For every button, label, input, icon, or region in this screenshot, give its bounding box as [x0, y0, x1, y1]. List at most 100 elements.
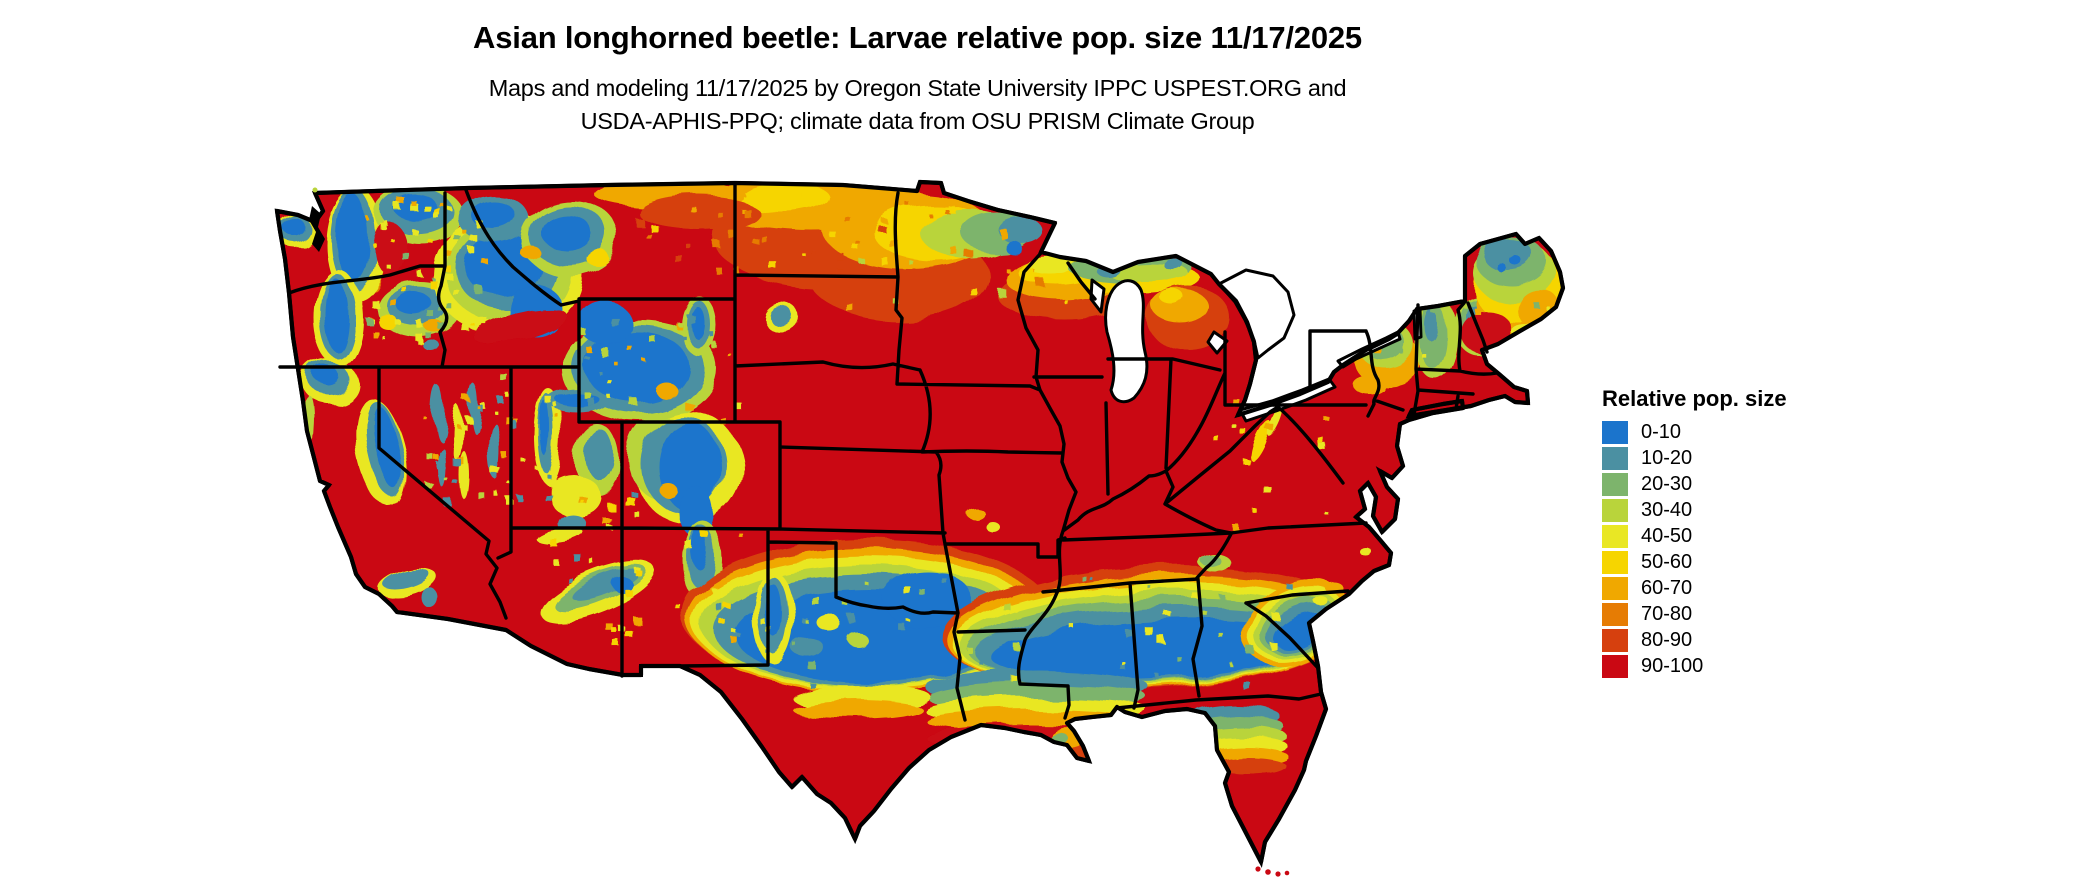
speckle	[1527, 359, 1532, 364]
speckle	[811, 250, 816, 254]
speckle	[874, 205, 881, 212]
speckle	[686, 244, 692, 250]
speckle	[716, 490, 721, 495]
speckle	[1285, 582, 1292, 589]
speckle	[443, 476, 447, 481]
speckle	[499, 450, 507, 457]
speckle	[688, 413, 693, 418]
region-black-hills-teal	[767, 304, 791, 324]
speckle	[1464, 305, 1468, 309]
speckle	[423, 205, 431, 212]
speckle	[1323, 510, 1328, 514]
region-nv-range1	[432, 386, 444, 438]
speckle	[1551, 322, 1560, 331]
speckle	[1203, 611, 1208, 616]
speckle	[859, 258, 865, 265]
speckle	[634, 512, 641, 518]
map-data-regions	[277, 182, 1563, 773]
speckle	[999, 290, 1008, 299]
speckle	[980, 663, 984, 667]
speckle	[841, 234, 845, 238]
region-yellowstone-blue	[578, 300, 630, 344]
speckle	[683, 336, 687, 341]
speckle	[726, 352, 730, 356]
speckle	[880, 257, 888, 264]
speckle	[427, 238, 433, 244]
speckle	[805, 620, 810, 624]
speckle	[810, 683, 816, 689]
speckle	[904, 201, 909, 206]
speckle	[1317, 441, 1325, 450]
speckle	[1227, 661, 1232, 665]
speckle	[1431, 307, 1438, 314]
speckle	[414, 332, 422, 340]
speckle	[709, 340, 716, 347]
map-speckle-texture	[365, 192, 1560, 690]
speckle	[580, 329, 588, 337]
region-mi-gold	[1161, 290, 1185, 306]
speckle	[608, 380, 613, 385]
speckle	[631, 491, 637, 497]
speckle	[390, 238, 394, 242]
speckle	[624, 629, 632, 637]
speckle	[545, 494, 553, 502]
speckle	[462, 395, 469, 402]
speckle	[455, 291, 461, 297]
speckle	[949, 246, 956, 253]
region-belt-teal-mottle	[792, 638, 824, 658]
speckle	[505, 392, 510, 397]
speckle	[1244, 459, 1251, 466]
speckle	[742, 210, 747, 215]
speckle	[628, 397, 637, 405]
page-title: Asian longhorned beetle: Larvae relative…	[473, 20, 1362, 55]
legend-label: 80-90	[1641, 629, 1693, 651]
us-map-svg	[268, 160, 1568, 877]
speckle	[903, 586, 911, 594]
speckle	[730, 636, 737, 643]
speckle	[843, 601, 848, 606]
speckle	[724, 603, 731, 609]
speckle	[456, 424, 461, 429]
speckle	[752, 237, 758, 244]
speckle	[1219, 594, 1225, 600]
speckle	[735, 632, 740, 637]
speckle	[496, 396, 503, 403]
speckle	[371, 300, 379, 308]
speckle	[400, 285, 406, 291]
speckle	[416, 337, 423, 344]
legend-label: 20-30	[1641, 473, 1693, 495]
speckle	[642, 359, 647, 363]
speckle	[445, 273, 453, 280]
speckle	[1000, 230, 1009, 239]
region-nv-range2	[450, 404, 462, 460]
speckle	[1010, 674, 1018, 681]
speckle	[1546, 306, 1551, 311]
speckle	[1121, 665, 1127, 671]
speckle	[632, 615, 641, 624]
speckle	[1231, 523, 1239, 532]
legend-swatch-20-30	[1602, 473, 1628, 496]
legend-label: 90-100	[1641, 655, 1704, 677]
speckle	[443, 497, 451, 506]
legend-label: 60-70	[1641, 577, 1693, 599]
region-se-utah-teal	[586, 430, 614, 480]
speckle	[1323, 416, 1329, 421]
speckle	[711, 239, 719, 247]
speckle	[673, 602, 679, 608]
region-or-cascades-blue	[325, 279, 347, 351]
speckle	[1523, 333, 1531, 341]
speckle	[584, 345, 591, 352]
speckle	[1532, 301, 1539, 308]
speckle	[607, 394, 611, 399]
speckle	[452, 479, 458, 485]
speckle	[505, 496, 513, 505]
speckle	[510, 421, 517, 428]
key-dot	[1265, 869, 1271, 875]
speckle	[678, 323, 683, 328]
region-vt-teal	[1424, 309, 1438, 341]
speckle	[627, 346, 633, 351]
speckle	[461, 423, 467, 429]
speckle	[492, 409, 496, 413]
speckle	[390, 300, 397, 307]
speckle	[677, 324, 683, 330]
